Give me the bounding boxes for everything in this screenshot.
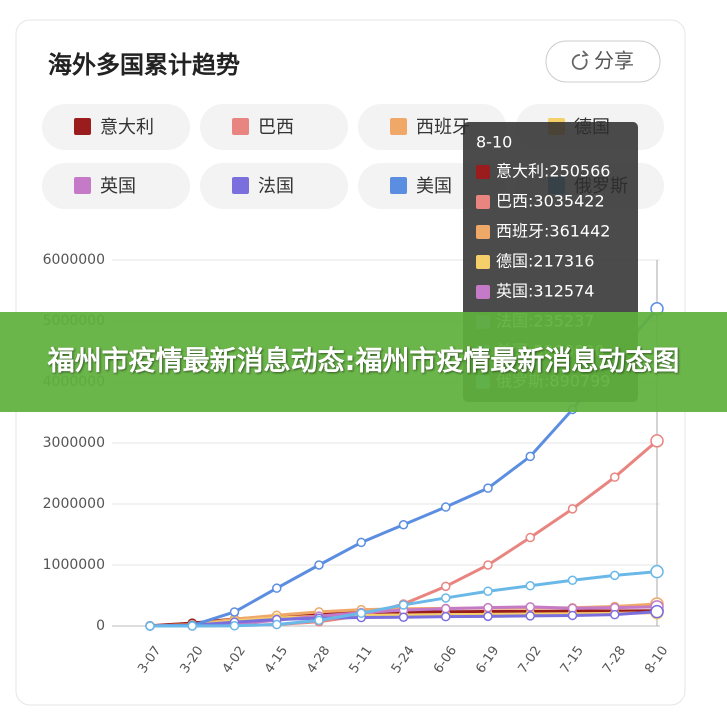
legend-label: 美国 (416, 176, 452, 197)
legend-label: 意大利 (100, 117, 154, 138)
point (610, 570, 620, 581)
y-tick-label: 1000000 (43, 557, 105, 573)
point (314, 615, 324, 626)
legend-swatch (390, 177, 407, 194)
point (272, 583, 282, 593)
legend-label: 法国 (258, 176, 294, 197)
tooltip-swatch (476, 255, 490, 269)
share-button[interactable]: 分享 (545, 40, 661, 83)
point (525, 611, 535, 621)
point (441, 593, 451, 603)
point (441, 502, 451, 512)
legend-swatch (232, 118, 249, 135)
point (567, 504, 578, 514)
tooltip-item: 西班牙:361442 (496, 222, 610, 241)
tooltip-item: 德国:217316 (496, 252, 594, 271)
point (483, 611, 493, 622)
point (229, 621, 240, 631)
share-icon (571, 50, 589, 70)
legend-item[interactable]: 意大利 (42, 104, 190, 150)
point (567, 575, 578, 585)
share-box[interactable] (545, 40, 661, 83)
point (356, 608, 366, 618)
point (441, 581, 451, 592)
tooltip-swatch (476, 225, 490, 239)
tooltip-title: 8-10 (476, 133, 512, 152)
legend-label: 巴西 (258, 117, 294, 138)
tooltip-item: 意大利:250566 (496, 162, 610, 181)
point (356, 537, 366, 548)
point (650, 564, 664, 579)
legend-swatch (232, 177, 249, 194)
point (483, 560, 493, 570)
legend-item[interactable]: 巴西 (200, 104, 348, 150)
point (483, 602, 493, 613)
point (398, 600, 409, 610)
point (145, 621, 155, 631)
banner: 福州市疫情最新消息动态:福州市疫情最新消息动态图 (0, 312, 727, 412)
tooltip-swatch (476, 285, 490, 299)
point (483, 586, 493, 596)
point (229, 607, 240, 617)
legend-chip (200, 163, 348, 209)
point (525, 532, 535, 543)
point (525, 580, 535, 591)
share-label[interactable]: 分享 (594, 49, 634, 73)
legend-label: 英国 (100, 176, 136, 197)
legend-item[interactable]: 英国 (42, 163, 190, 209)
point (525, 451, 535, 462)
point (483, 483, 493, 493)
point (567, 610, 578, 621)
y-tick-label: 3000000 (43, 435, 105, 451)
point (650, 604, 664, 619)
tooltip-item: 英国:312574 (496, 282, 594, 301)
point (610, 609, 620, 620)
tooltip-item: 巴西:3035422 (496, 192, 605, 211)
point (525, 602, 535, 612)
y-tick-label: 0 (96, 618, 105, 634)
legend-chip (42, 163, 190, 209)
legend-label: 西班牙 (416, 117, 470, 138)
point (272, 619, 282, 630)
point (314, 560, 324, 570)
point (398, 519, 409, 530)
legend-swatch (390, 118, 407, 135)
chart-title: 海外多国累计趋势 (48, 51, 240, 79)
legend-item[interactable]: 法国 (200, 163, 348, 209)
tooltip-swatch (476, 195, 490, 209)
point (398, 612, 409, 622)
point (187, 621, 197, 631)
point (441, 603, 451, 614)
legend-swatch (74, 118, 91, 135)
point (610, 472, 620, 482)
legend-chip (42, 104, 190, 150)
legend-chip (200, 104, 348, 150)
tooltip-swatch (476, 165, 490, 179)
y-tick-label: 2000000 (43, 496, 105, 512)
y-tick-label: 6000000 (43, 252, 105, 268)
point (650, 434, 664, 448)
legend-swatch (74, 177, 91, 194)
point (441, 611, 451, 622)
